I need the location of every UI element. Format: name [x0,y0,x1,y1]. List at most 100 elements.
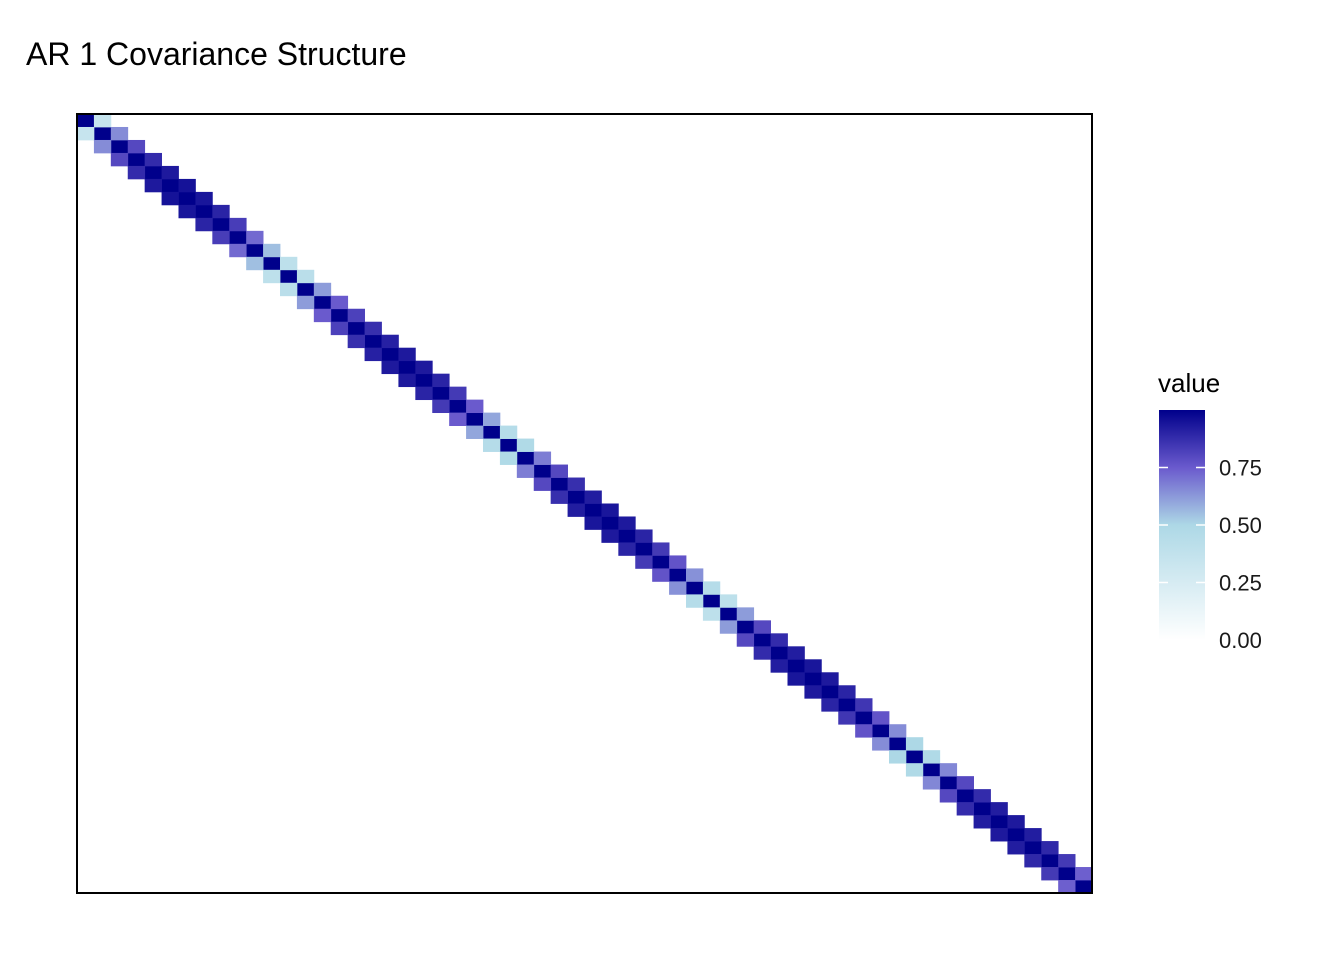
heatmap-cell-diagonal [956,789,974,803]
heatmap-cell-offdiagonal [1007,815,1025,829]
heatmap-cell-diagonal [889,737,907,751]
heatmap-cell-diagonal [702,594,721,608]
heatmap-cell-offdiagonal [398,347,416,362]
heatmap-cell-offdiagonal [330,295,349,310]
heatmap-cell-diagonal [669,568,687,582]
heatmap-cell-diagonal [110,139,129,154]
heatmap-cell-offdiagonal [499,425,518,439]
heatmap-cell-offdiagonal [127,165,146,180]
heatmap-cell-offdiagonal [161,191,179,206]
heatmap-cell-diagonal [313,295,332,310]
heatmap-cell-offdiagonal [178,178,196,193]
heatmap-cell-offdiagonal [280,282,298,297]
heatmap-cell-offdiagonal [432,399,450,414]
heatmap-cell-diagonal [686,581,704,595]
heatmap-cell-diagonal [415,373,433,388]
heatmap-cell-offdiagonal [804,659,822,673]
heatmap-cell-offdiagonal [669,555,687,569]
heatmap-cell-offdiagonal [280,256,298,271]
heatmap-cell-offdiagonal [93,114,112,128]
heatmap-cell-diagonal [432,386,450,401]
heatmap-cell-offdiagonal [652,568,670,582]
heatmap-cell-offdiagonal [1058,854,1076,868]
heatmap-cell-offdiagonal [753,620,771,634]
heatmap-cell-diagonal [178,191,196,206]
heatmap-cell-offdiagonal [466,399,484,414]
heatmap-cell-offdiagonal [939,789,958,803]
heatmap-cell-offdiagonal [246,256,264,271]
heatmap-cell-diagonal [1058,867,1076,881]
heatmap-cell-offdiagonal [516,438,535,452]
heatmap-cell-offdiagonal [499,451,518,465]
heatmap-cell-offdiagonal [719,594,738,608]
heatmap-cell-offdiagonal [872,737,890,751]
heatmap-cell-offdiagonal [1024,828,1042,842]
heatmap-cell-offdiagonal [1007,841,1025,855]
heatmap-cell-offdiagonal [787,646,805,660]
heatmap-cell-offdiagonal [516,464,535,478]
heatmap-cell-offdiagonal [770,659,788,673]
heatmap-cell-offdiagonal [432,373,450,388]
heatmap-cell-diagonal [263,256,281,271]
heatmap-cell-offdiagonal [905,737,924,751]
heatmap-cell-offdiagonal [212,230,230,245]
heatmap-cell-offdiagonal [195,191,213,206]
heatmap-cell-offdiagonal [753,646,771,660]
heatmap-cell-offdiagonal [229,243,247,258]
heatmap-cell-offdiagonal [939,763,958,777]
heatmap-cell-offdiagonal [127,139,146,154]
chart-title: AR 1 Covariance Structure [26,36,407,72]
heatmap-cell-diagonal [1007,828,1025,842]
heatmap-cell-offdiagonal [1041,841,1059,855]
heatmap-cell-diagonal [533,464,552,478]
legend-tick-label: 0.75 [1219,456,1262,481]
heatmap-cell-offdiagonal [1024,854,1042,868]
plot-border [76,113,1093,894]
heatmap-cell-offdiagonal [533,477,552,491]
heatmap-cell-offdiagonal [702,607,721,621]
heatmap-cell-diagonal [618,529,636,543]
heatmap-cell-offdiagonal [686,568,704,582]
heatmap-cell-offdiagonal [686,594,704,608]
heatmap-cell-offdiagonal [821,672,839,686]
heatmap-cell-offdiagonal [313,282,332,297]
heatmap-cell-diagonal [652,555,670,569]
heatmap-cell-offdiagonal [263,243,281,258]
heatmap-cell-offdiagonal [550,490,568,504]
heatmap-cell-diagonal [872,724,890,738]
heatmap-cell-offdiagonal [973,815,991,829]
legend-tick-label: 0.25 [1219,571,1262,596]
heatmap-cell-offdiagonal [93,139,112,154]
heatmap-cell-offdiagonal [905,763,924,777]
heatmap-cell-offdiagonal [178,204,196,219]
heatmap-cell-offdiagonal [1041,867,1059,881]
heatmap-cell-offdiagonal [618,542,636,556]
heatmap-cell-offdiagonal [855,724,873,738]
heatmap-cell-offdiagonal [1075,867,1093,881]
heatmap-cell-diagonal [195,204,213,219]
heatmap-cell-offdiagonal [821,698,839,712]
heatmap-cell-diagonal [280,269,298,284]
heatmap-cell-offdiagonal [618,516,636,530]
heatmap-cell-diagonal [347,321,365,336]
heatmap-cell-offdiagonal [415,386,433,401]
heatmap-cell-offdiagonal [195,217,213,232]
heatmap-cell-offdiagonal [855,698,873,712]
heatmap-cell-diagonal [838,698,856,712]
heatmap-cell-diagonal [770,646,788,660]
heatmap-cell-diagonal [466,412,484,426]
heatmap-cell-offdiagonal [398,373,416,388]
heatmap-cell-diagonal [973,802,991,816]
heatmap-cell-offdiagonal [922,750,941,764]
heatmap-cell-diagonal [516,451,535,465]
heatmap-cell-offdiagonal [381,334,399,349]
heatmap-cell-offdiagonal [110,126,129,141]
heatmap-cell-diagonal [753,633,771,647]
heatmap-cell-diagonal [922,763,941,777]
heatmap-cell-offdiagonal [990,802,1008,816]
heatmap-cell-offdiagonal [601,529,619,543]
heatmap-cell-offdiagonal [381,360,399,375]
heatmap-cell-diagonal [398,360,416,375]
heatmap-cell-offdiagonal [77,126,95,141]
